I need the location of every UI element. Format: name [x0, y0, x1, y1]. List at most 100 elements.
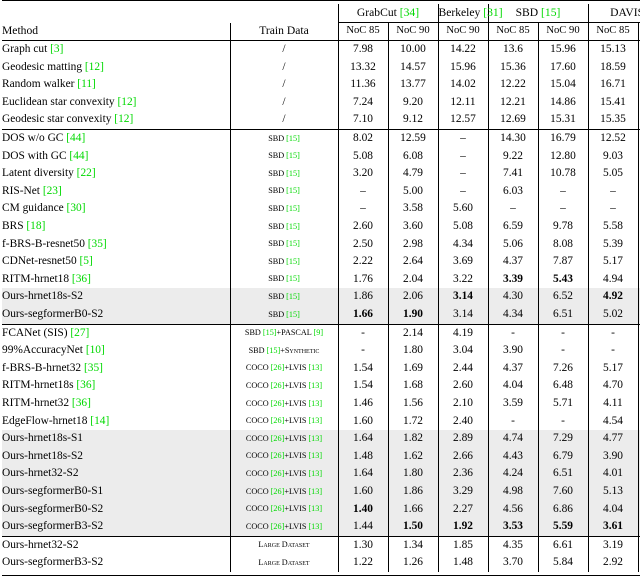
- table-row[interactable]: FCANet (SIS) [27] SBD [15]+PASCAL [9] -2.1…: [2, 324, 640, 343]
- train-data-citation[interactable]: [15]: [284, 256, 300, 266]
- method-citation[interactable]: [3]: [47, 43, 64, 56]
- table-row[interactable]: CM guidance [30]SBD [15]–3.585.60––––: [2, 200, 640, 218]
- method-citation[interactable]: [5]: [76, 255, 93, 268]
- table-row[interactable]: Ours-hrnet32-S2 COCO [26]+LVIS [13] 1.64 1.…: [2, 465, 640, 483]
- train-data-citation[interactable]: [13]: [306, 363, 323, 373]
- cell-davis_noc85: 4.77: [587, 430, 638, 448]
- method-name: Ours-hrnet32-S2: [2, 538, 79, 551]
- method-citation[interactable]: [12]: [111, 113, 134, 126]
- train-data-citation[interactable]: [26]: [268, 433, 285, 443]
- train-data-citation[interactable]: [9]: [311, 328, 324, 338]
- train-data-citation[interactable]: [15]: [284, 151, 300, 161]
- train-data-citation[interactable]: [26]: [268, 451, 285, 461]
- table-row[interactable]: 99%AccuracyNet [10] SBD [15]+Synthetic -1.…: [2, 342, 640, 360]
- cell-grabcut_noc90: 3.60: [387, 217, 438, 236]
- method-citation[interactable]: [35]: [84, 237, 107, 250]
- method-citation[interactable]: [44]: [66, 149, 89, 162]
- table-row[interactable]: Ours-segformerB0-S2 COCO [26]+LVIS [13] 1.…: [2, 500, 640, 519]
- table-row[interactable]: Ours-segformerB3-S2 COCO [26]+LVIS [13] 1.…: [2, 518, 640, 537]
- train-data-citation[interactable]: [26]: [268, 380, 285, 390]
- train-data-citation[interactable]: [26]: [268, 468, 285, 478]
- table-row[interactable]: Latent diversity [22] SBD [15] 3.20 4.79–7.…: [2, 165, 640, 183]
- train-data-citation[interactable]: [26]: [268, 398, 285, 408]
- table-row[interactable]: Ours-hrnet18s-S1 COCO [26]+LVIS [13] 1.64 1…: [2, 430, 640, 448]
- table-row[interactable]: EdgeFlow-hrnet18 [14] COCO [26]+LVIS [13]…: [2, 412, 640, 431]
- train-data-citation[interactable]: [13]: [306, 504, 323, 514]
- train-data-citation[interactable]: [26]: [268, 504, 285, 514]
- train-data-citation[interactable]: [15]: [260, 328, 277, 338]
- method-citation[interactable]: [11]: [74, 78, 96, 91]
- train-data-citation[interactable]: [13]: [306, 433, 323, 443]
- table-row[interactable]: DOS with GC [44] SBD [15] 5.08 6.08–9.22 12.…: [2, 147, 640, 166]
- table-row[interactable]: Geodesic matting [12] / 13.32 14.57 15.96 15.…: [2, 58, 640, 77]
- method-citation[interactable]: [14]: [87, 414, 110, 427]
- table-row[interactable]: BRS [18] SBD [15] 2.60 3.60 5.08 6.59 9.78 5.58…: [2, 217, 640, 236]
- table-row[interactable]: RITM-hrnet32 [36] COCO [26]+LVIS [13] 1.46…: [2, 394, 640, 413]
- train-data-citation[interactable]: [13]: [306, 468, 323, 478]
- train-data-part: COCO: [245, 521, 269, 531]
- method-citation[interactable]: [30]: [63, 202, 86, 215]
- method-citation[interactable]: [18]: [23, 220, 46, 233]
- train-data-citation[interactable]: [13]: [306, 451, 323, 461]
- train-data-citation[interactable]: [13]: [306, 398, 323, 408]
- table-row[interactable]: Geodesic star convexity [12]/7.10 9.12 12.…: [2, 111, 640, 130]
- train-data-citation[interactable]: [13]: [306, 380, 323, 390]
- method-citation[interactable]: [36]: [69, 396, 91, 409]
- table-row[interactable]: RITM-hrnet18s [36] COCO [26]+LVIS [13] 1.5…: [2, 377, 640, 395]
- method-citation[interactable]: [36]: [69, 272, 91, 285]
- train-data-citation[interactable]: [15]: [264, 345, 281, 355]
- table-row[interactable]: Graph cut [3] / 7.98 10.00 14.22 13.6 15.96 15.…: [2, 40, 640, 59]
- train-data-citation[interactable]: [15]: [284, 133, 300, 143]
- table-row[interactable]: Ours-segformerB0-S2 SBD [15] 1.66 1.90 3.14 4…: [2, 305, 640, 324]
- method-citation[interactable]: [35]: [81, 361, 103, 374]
- method-citation[interactable]: [10]: [82, 344, 105, 357]
- cell-sbd_noc90: 15.96: [537, 40, 588, 59]
- train-data-citation[interactable]: [13]: [306, 521, 323, 531]
- train-data-citation[interactable]: [15]: [284, 292, 300, 301]
- cell-method: BRS [18]: [2, 218, 230, 236]
- table-row[interactable]: f-BRS-B-hrnet32 [35] COCO [26]+LVIS [13] 1…: [2, 359, 640, 378]
- train-data-citation[interactable]: [15]: [284, 221, 300, 231]
- table-row[interactable]: CDNet-resnet50 [5] SBD [15] 2.22 2.64 3.69 4.…: [2, 253, 640, 271]
- train-data-part: COCO: [245, 398, 269, 408]
- table-row[interactable]: RITM-hrnet18 [36] SBD [15] 1.76 2.04 3.22 3.3…: [2, 270, 640, 289]
- cell-sbd_noc85: 13.6: [487, 40, 538, 59]
- train-data-citation[interactable]: [15]: [284, 239, 300, 249]
- cell-berkeley_noc90: 2.27: [437, 500, 488, 519]
- table-row[interactable]: Ours-hrnet32-S2 Large Dataset 1.30 1.34 1.85…: [2, 536, 640, 555]
- method-citation[interactable]: [22]: [73, 167, 96, 180]
- cell-sbd_noc85: –: [487, 200, 538, 218]
- method-citation[interactable]: [36]: [73, 379, 96, 392]
- table-row[interactable]: Ours-hrnet18s-S2 SBD [15] 1.86 2.06 3.14 4.30…: [2, 288, 640, 306]
- cell-davis_noc90: -: [637, 342, 640, 360]
- method-citation[interactable]: [12]: [82, 60, 104, 73]
- train-data-citation[interactable]: [26]: [268, 486, 285, 496]
- table-row[interactable]: Ours-segformerB0-S1 COCO [26]+LVIS [13] 1.…: [2, 482, 640, 501]
- train-data-citation[interactable]: [26]: [268, 521, 285, 531]
- method-name: CM guidance: [2, 202, 64, 215]
- train-data-citation[interactable]: [15]: [284, 186, 300, 196]
- table-row[interactable]: Euclidean star convexity [12]/7.24 9.20 12…: [2, 93, 640, 112]
- cell-train-data: COCO [26]+LVIS [13]: [229, 465, 338, 483]
- table-row[interactable]: RIS-Net [23]SBD [15]–5.00–6.03–––: [2, 182, 640, 201]
- table-row[interactable]: Random walker [11]/11.36 13.77 14.02 12.22 1…: [2, 76, 640, 94]
- train-data-citation[interactable]: [13]: [306, 486, 323, 496]
- table-row[interactable]: Ours-segformerB3-S2 Large Dataset 1.22 1.26…: [2, 554, 640, 572]
- train-data-citation[interactable]: [15]: [284, 204, 300, 214]
- cell-davis_noc85: 5.13: [587, 482, 638, 501]
- method-citation[interactable]: [23]: [39, 184, 62, 197]
- method-citation[interactable]: [27]: [67, 326, 90, 339]
- cell-davis_noc85: -: [587, 324, 638, 343]
- train-data-citation[interactable]: [26]: [268, 363, 285, 373]
- train-data-citation[interactable]: [13]: [306, 416, 323, 426]
- method-citation[interactable]: [44]: [63, 132, 86, 145]
- method-citation[interactable]: [12]: [114, 95, 137, 108]
- group-label-sbd: SBD: [515, 6, 539, 20]
- table-row[interactable]: Ours-hrnet18s-S2 COCO [26]+LVIS [13] 1.48 1…: [2, 447, 640, 466]
- train-data-citation[interactable]: [15]: [284, 274, 300, 284]
- train-data-citation[interactable]: [15]: [284, 309, 300, 319]
- table-row[interactable]: DOS w/o GC [44] SBD [15] 8.02 12.59–14.30 16…: [2, 129, 640, 148]
- table-row[interactable]: f-BRS-B-resnet50 [35] SBD [15] 2.50 2.98 4.3…: [2, 235, 640, 254]
- train-data-citation[interactable]: [26]: [268, 416, 285, 426]
- train-data-citation[interactable]: [15]: [284, 168, 300, 178]
